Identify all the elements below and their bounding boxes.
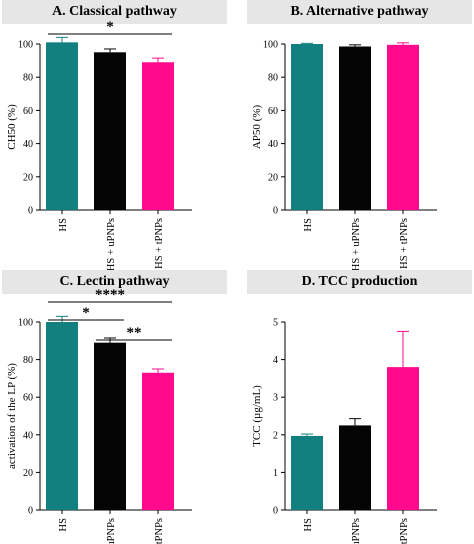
bar <box>291 435 323 510</box>
x-tick-label: HS + uPNPs <box>106 518 117 544</box>
chart-classical-pathway: 0 20 40 60 80 100 CH50 (%) HS HS + uPNPs HS + tPN… <box>6 19 192 271</box>
y-axis-label: CH50 (%) <box>6 104 18 150</box>
y-tick-label: 40 <box>23 139 33 150</box>
bar <box>142 62 174 211</box>
panel-title: B. Alternative pathway <box>247 0 472 24</box>
y-tick-label: 80 <box>23 355 33 366</box>
bar <box>339 425 371 510</box>
significance-label: ** <box>127 325 142 341</box>
bar <box>142 372 174 510</box>
significance-label: * <box>106 19 114 35</box>
chart-alternative-pathway: 0 20 40 60 80 100 AP50 (%) HS HS + uPNPs HS + tPN… <box>251 40 437 271</box>
y-axis-label: TCC (µg/mL) <box>251 385 263 447</box>
bar <box>339 46 371 211</box>
bar <box>387 367 419 510</box>
y-axis-label: AP50 (%) <box>251 105 263 150</box>
x-tick-label: HS + tPNPs <box>399 218 410 269</box>
y-tick-label: 60 <box>23 106 33 117</box>
panel-classical-pathway: A. Classical pathway 0 20 40 60 80 100 CH50 (%… <box>2 0 227 271</box>
panel-tcc-production: D. TCC production 0 1 2 3 4 5 TCC (µg/mL) HS HS … <box>247 270 472 544</box>
y-tick-label: 2 <box>273 430 278 441</box>
y-tick-label: 1 <box>273 468 278 479</box>
chart-lectin-pathway: 0 20 40 60 80 100 activation of the LP (%) HS HS… <box>6 287 192 544</box>
x-tick-label: HS <box>303 518 314 532</box>
x-tick-label: HS <box>58 518 69 532</box>
y-tick-label: 0 <box>273 506 278 517</box>
y-tick-label: 0 <box>28 206 33 217</box>
y-tick-label: 100 <box>263 40 278 51</box>
x-tick-label: HS + tPNPs <box>399 518 410 544</box>
x-tick-label: HS <box>58 218 69 232</box>
panel-alternative-pathway: B. Alternative pathway 0 20 40 60 80 100 AP50 … <box>247 0 472 271</box>
bar <box>46 42 78 211</box>
y-tick-label: 0 <box>273 206 278 217</box>
y-tick-label: 20 <box>268 172 278 183</box>
x-tick-label: HS + uPNPs <box>351 218 362 271</box>
bar <box>387 44 419 210</box>
x-tick-label: HS <box>303 218 314 232</box>
y-tick-label: 3 <box>273 393 278 404</box>
chart-tcc-production: 0 1 2 3 4 5 TCC (µg/mL) HS HS + uPNPs HS + tPNPs <box>251 318 437 544</box>
y-tick-label: 20 <box>23 172 33 183</box>
y-tick-label: 80 <box>23 73 33 84</box>
x-tick-label: HS + tPNPs <box>154 518 165 544</box>
y-tick-label: 20 <box>23 468 33 479</box>
y-tick-label: 4 <box>273 355 278 366</box>
bar <box>94 52 126 210</box>
y-tick-label: 0 <box>28 506 33 517</box>
x-tick-label: HS + uPNPs <box>106 218 117 271</box>
y-tick-label: 40 <box>23 430 33 441</box>
bar <box>46 322 78 510</box>
y-tick-label: 100 <box>18 318 33 329</box>
significance-label: **** <box>95 287 125 303</box>
significance-label: * <box>82 305 90 321</box>
y-tick-label: 60 <box>268 106 278 117</box>
y-tick-label: 5 <box>273 318 278 329</box>
bar <box>94 342 126 510</box>
y-tick-label: 40 <box>268 139 278 150</box>
panel-lectin-pathway: C. Lectin pathway 0 20 40 60 80 100 activation… <box>2 270 227 544</box>
panel-title: C. Lectin pathway <box>2 270 227 294</box>
x-tick-label: HS + tPNPs <box>154 218 165 269</box>
y-axis-label: activation of the LP (%) <box>6 363 18 469</box>
panel-title: D. TCC production <box>247 270 472 294</box>
panel-title: A. Classical pathway <box>2 0 227 24</box>
y-tick-label: 100 <box>18 40 33 51</box>
bar <box>291 44 323 210</box>
y-tick-label: 60 <box>23 393 33 404</box>
y-tick-label: 80 <box>268 73 278 84</box>
x-tick-label: HS + uPNPs <box>351 518 362 544</box>
